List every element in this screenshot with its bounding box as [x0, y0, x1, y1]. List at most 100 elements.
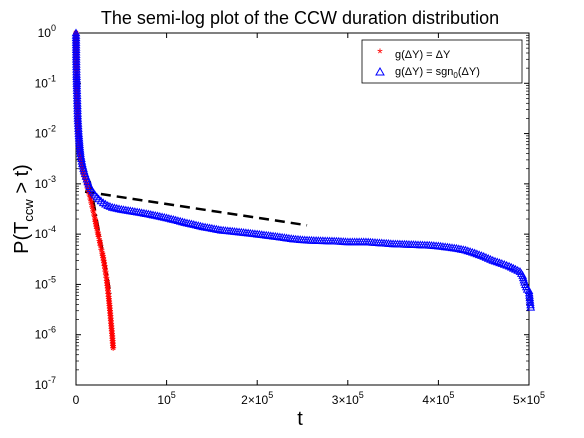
data-point-triangle [472, 249, 482, 258]
data-point-triangle [175, 216, 185, 225]
data-point-triangle [107, 202, 117, 211]
y-tick-label-base: 10 [38, 26, 52, 40]
data-point-triangle [461, 245, 470, 254]
data-point-triangle [508, 263, 518, 272]
x-tick-label-exponent: 5 [540, 390, 545, 400]
legend-marker-red-asterisk: * [377, 45, 383, 61]
data-point-triangle [468, 247, 477, 256]
data-point-triangle [187, 219, 196, 228]
data-point-triangle [74, 129, 84, 137]
data-point-triangle [112, 203, 122, 212]
y-tick-label-exponent: -2 [48, 124, 56, 134]
x-tick-label-base: 10 [157, 393, 171, 407]
y-tick-label: 10-6 [35, 325, 56, 342]
data-point-triangle [526, 300, 535, 309]
data-point-triangle [162, 213, 171, 222]
data-point-triangle [71, 49, 81, 58]
series-blue-triangle [71, 28, 536, 311]
y-tick-label-base: 10 [35, 127, 49, 141]
data-point-triangle [180, 218, 190, 226]
data-point-triangle [481, 252, 491, 261]
data-point-triangle [173, 216, 183, 225]
data-point-triangle [504, 261, 514, 270]
x-tick-label-exponent: 5 [268, 390, 273, 400]
data-point-triangle [75, 142, 85, 151]
y-tick-label-exponent: -5 [48, 274, 56, 284]
data-point-asterisk [110, 344, 117, 351]
y-axis-label-tail: > t) [11, 164, 33, 199]
legend-marker-blue-triangle [375, 66, 385, 76]
legend-label-series-2-main: g(ΔY) = sgn [395, 66, 453, 78]
legend-label-series-2: g(ΔY) = sgn0(ΔY) [395, 66, 480, 80]
y-axis-label-main: P(T [11, 222, 33, 254]
data-point-triangle [74, 133, 84, 142]
y-axis-label: P(Tccw > t) [11, 164, 36, 254]
x-tick-label: 3×105 [332, 390, 364, 407]
data-point-triangle [483, 253, 493, 262]
y-tick-label-exponent: -4 [48, 224, 56, 234]
data-point-triangle [189, 220, 199, 228]
legend-label-series-2-tail: (ΔY) [458, 66, 480, 78]
dashed-guide-line [84, 190, 308, 227]
data-point-triangle [74, 135, 84, 144]
data-point-triangle [71, 54, 81, 63]
data-point-asterisk [103, 274, 110, 281]
data-point-triangle [72, 59, 81, 68]
data-point-triangle [486, 254, 495, 263]
legend-label-series-2-sub: 0 [453, 71, 458, 80]
data-point-triangle [166, 214, 176, 223]
y-tick-label-base: 10 [35, 227, 49, 241]
y-tick-label-base: 10 [35, 328, 49, 342]
y-tick-label-base: 10 [35, 378, 49, 392]
y-tick-label: 100 [38, 23, 56, 40]
data-point-triangle [72, 81, 82, 90]
data-point-triangle [502, 260, 512, 269]
data-point-triangle [80, 169, 90, 178]
y-tick-label: 10-2 [35, 124, 56, 141]
data-point-triangle [171, 215, 181, 224]
data-point-triangle [79, 166, 89, 175]
data-point-triangle [79, 164, 88, 172]
data-point-asterisk [95, 233, 102, 240]
legend-label-series-1: g(ΔY) = ΔY [395, 49, 451, 61]
data-point-triangle [164, 213, 174, 222]
y-axis-label-sub: ccw [21, 199, 36, 222]
x-axis-label: t [297, 408, 303, 430]
x-tick-label: 4×105 [422, 390, 454, 407]
data-point-triangle [178, 217, 187, 226]
y-tick-label-base: 10 [35, 277, 49, 291]
x-tick-label-base: 2×10 [241, 393, 268, 407]
data-point-triangle [492, 257, 502, 266]
data-point-triangle [497, 259, 507, 267]
y-tick-label-exponent: -6 [48, 325, 56, 335]
data-point-triangle [513, 265, 523, 274]
x-tick-label: 2×105 [241, 390, 273, 407]
data-point-triangle [499, 259, 509, 268]
data-point-triangle [184, 219, 194, 227]
data-point-triangle [72, 64, 81, 73]
x-tick-label: 105 [157, 390, 175, 407]
data-point-triangle [477, 251, 486, 259]
data-point-triangle [490, 256, 500, 265]
data-point-triangle [463, 246, 473, 255]
data-point-asterisk [97, 242, 104, 249]
data-point-triangle [75, 144, 85, 153]
data-point-triangle [193, 221, 203, 229]
data-point-triangle [182, 218, 192, 227]
x-axis-ticks: 0 105 2×105 3×105 4×105 5×105 [73, 33, 545, 407]
data-point-triangle [470, 248, 479, 257]
y-tick-label-exponent: -7 [48, 375, 56, 385]
y-tick-label: 10-3 [35, 174, 56, 191]
plot-area: 0 105 2×105 3×105 4×105 5×105 10-710-610-510-… [35, 23, 545, 407]
y-tick-label-exponent: -3 [48, 174, 56, 184]
x-tick-label-exponent: 5 [171, 390, 176, 400]
data-point-triangle [169, 215, 178, 223]
data-point-triangle [71, 57, 81, 66]
legend-box [361, 39, 523, 84]
data-point-triangle [90, 190, 100, 199]
data-point-triangle [75, 140, 84, 149]
x-tick-label-base: 4×10 [422, 393, 449, 407]
data-point-triangle [72, 79, 82, 87]
x-tick-label-exponent: 5 [449, 390, 454, 400]
